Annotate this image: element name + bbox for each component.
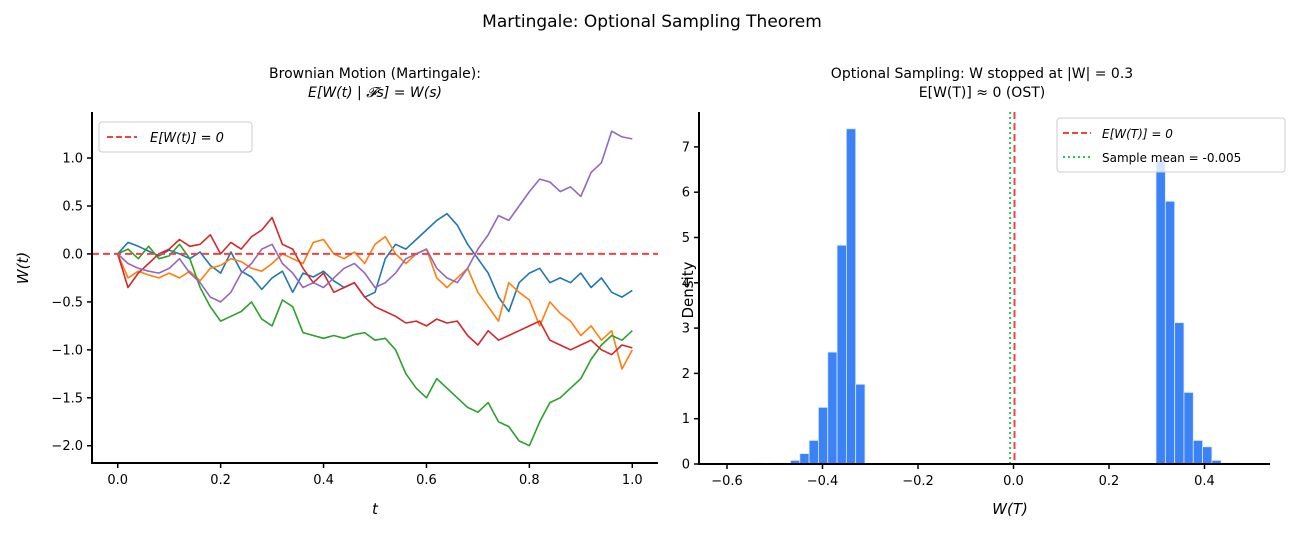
- brownian-path-5: [117, 130, 633, 303]
- y-tick-label: 2: [682, 367, 690, 382]
- right-axes: −0.6 −0.4 −0.2 0.0 0.2 0.4 0 1 2 3 4 5 6 7: [682, 112, 1270, 489]
- left-legend: E[W(t)] = 0: [98, 121, 253, 153]
- x-tick-label: 0.0: [1003, 474, 1024, 489]
- y-tick-label: −2.0: [51, 439, 83, 454]
- histogram-bar-left: [808, 440, 819, 465]
- left-plot-area: [92, 130, 658, 447]
- x-tick-label: 0.4: [1194, 474, 1215, 489]
- x-tick-label: 0.4: [313, 473, 334, 488]
- histogram-bar-left: [818, 406, 829, 465]
- histogram-bar-right: [1164, 200, 1176, 465]
- x-tick-label: −0.4: [807, 474, 839, 489]
- legend-label-sample-mean: Sample mean = -0.005: [1102, 151, 1241, 165]
- histogram-bar-left: [855, 383, 866, 465]
- x-tick-label: 0.8: [519, 473, 540, 488]
- x-tick-label: 0.2: [1099, 474, 1120, 489]
- right-legend: E[W(T)] = 0 Sample mean = -0.005: [1056, 117, 1286, 173]
- brownian-path-2: [116, 235, 634, 370]
- left-chart-title: Brownian Motion (Martingale):: [269, 66, 481, 82]
- histogram-bar-left: [845, 128, 857, 465]
- y-tick-label: 7: [682, 140, 690, 155]
- histogram-bar-left: [799, 453, 810, 465]
- histogram-bar-right: [1202, 446, 1213, 465]
- optional-sampling-histogram: Optional Sampling: W stopped at |W| = 0.…: [679, 66, 1286, 518]
- y-tick-label: 0.0: [62, 247, 83, 262]
- x-tick-label: 1.0: [622, 473, 643, 488]
- histogram-bar-right: [1155, 160, 1166, 465]
- legend-frame: [1056, 117, 1286, 173]
- brownian-path-3: [117, 243, 633, 447]
- x-tick-label: 0.6: [416, 473, 437, 488]
- y-tick-label: 0: [682, 458, 690, 473]
- y-tick-label: −1.0: [51, 343, 83, 358]
- y-tick-label: 0.5: [62, 199, 83, 214]
- right-chart-subtitle: E[W(T)] ≈ 0 (OST): [919, 85, 1045, 101]
- histogram-bar-right: [1192, 440, 1203, 465]
- y-tick-label: 3: [682, 322, 690, 337]
- brownian-path-1: [117, 212, 633, 313]
- right-plot-area: [752, 112, 1241, 465]
- histogram-bar-left: [827, 351, 838, 465]
- histogram-bar-right: [1174, 322, 1185, 465]
- x-tick-label: −0.6: [711, 474, 743, 489]
- left-y-axis-label: W(t): [14, 252, 32, 284]
- brownian-motion-chart: Brownian Motion (Martingale): E[W(t) | 𝓕…: [14, 66, 658, 518]
- legend-label-expectation: E[W(T)] = 0: [1102, 127, 1173, 141]
- y-tick-label: −0.5: [51, 295, 83, 310]
- left-x-axis-label: t: [372, 500, 379, 518]
- figure-suptitle: Martingale: Optional Sampling Theorem: [482, 12, 822, 32]
- y-tick-label: −1.5: [51, 391, 83, 406]
- y-tick-label: 5: [682, 231, 690, 246]
- legend-label-expectation: E[W(t)] = 0: [150, 131, 224, 146]
- left-chart-subtitle: E[W(t) | 𝓕s] = W(s): [308, 85, 442, 101]
- histogram-bar-right: [1183, 392, 1194, 465]
- x-tick-label: 0.2: [210, 473, 231, 488]
- right-x-axis-label: W(T): [992, 500, 1028, 518]
- brownian-path-4: [116, 216, 633, 356]
- right-y-axis-label: Density: [679, 261, 697, 318]
- y-tick-label: 4: [682, 276, 690, 291]
- right-chart-title: Optional Sampling: W stopped at |W| = 0.…: [831, 66, 1133, 82]
- histogram-bar-left: [836, 244, 847, 465]
- left-axes: 0.0 0.2 0.4 0.6 0.8 1.0 1.0 0.5 0.0 −0.5 −1.0 −1.5 −…: [51, 112, 658, 488]
- y-tick-label: 1.0: [62, 152, 83, 167]
- legend-frame: [98, 121, 253, 153]
- x-tick-label: 0.0: [107, 473, 128, 488]
- y-tick-label: 1: [682, 412, 690, 427]
- x-tick-label: −0.2: [902, 474, 934, 489]
- y-tick-label: 6: [682, 186, 690, 201]
